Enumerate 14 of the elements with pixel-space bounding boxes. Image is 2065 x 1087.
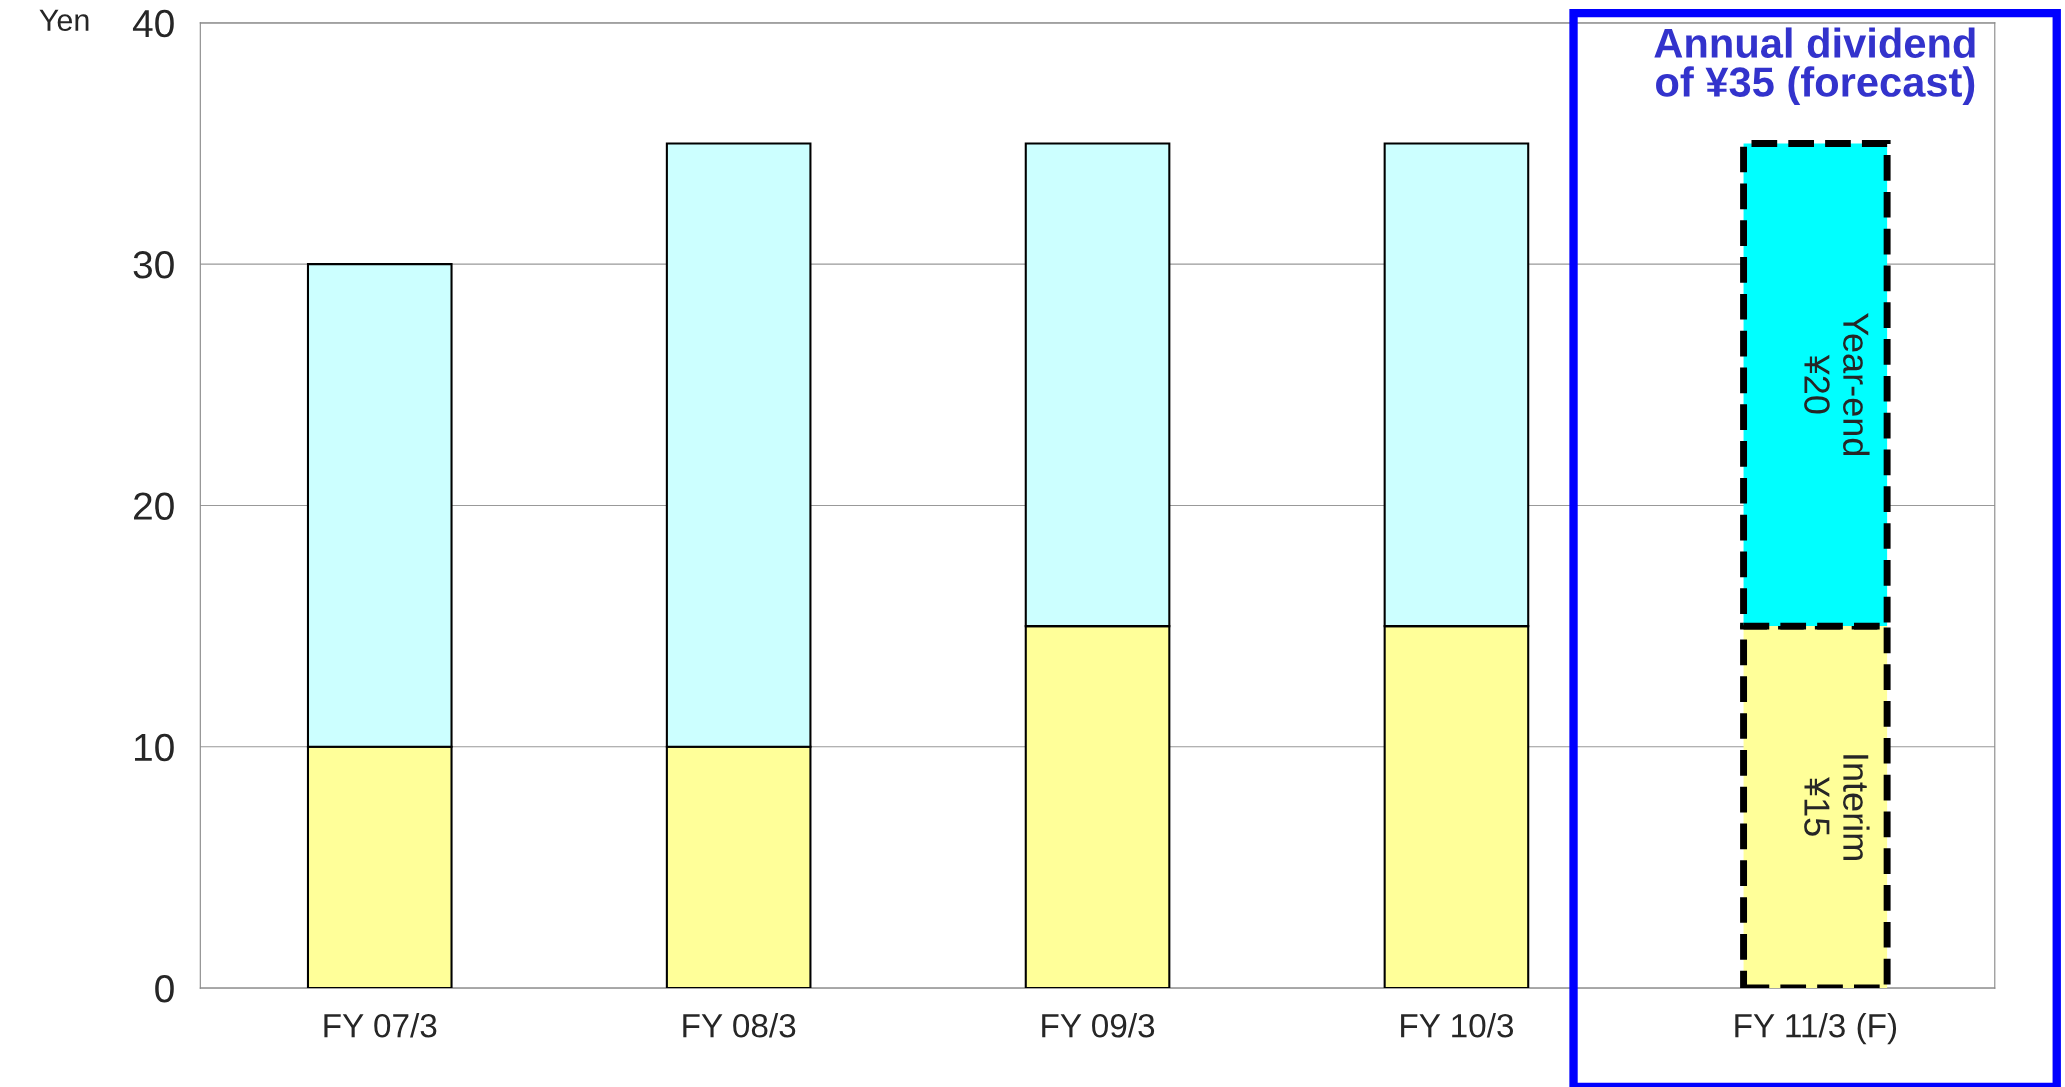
x-tick-label: FY 09/3 (1042, 1013, 1155, 1038)
y-tick-label: 0 (155, 975, 174, 1003)
x-tick-label: FY 07/3 (324, 1013, 437, 1038)
annotation: Interim ¥15 (1804, 755, 1870, 860)
y-tick-label: 30 (133, 251, 174, 279)
y-axis-title: Yen (39, 9, 89, 32)
y-tick-label: 40 (132, 9, 174, 38)
x-tick-label: FY 11/3 (F) (1735, 1013, 1897, 1045)
annotation: Annual dividend of ¥35 (forecast) (1654, 27, 1975, 106)
y-tick-label: 10 (135, 733, 174, 762)
x-tick-label: FY 08/3 (683, 1013, 796, 1038)
y-tick-label: 20 (134, 492, 174, 520)
x-tick-label: FY 10/3 (1401, 1013, 1514, 1038)
annotation: Year-end ¥20 (1804, 312, 1870, 456)
